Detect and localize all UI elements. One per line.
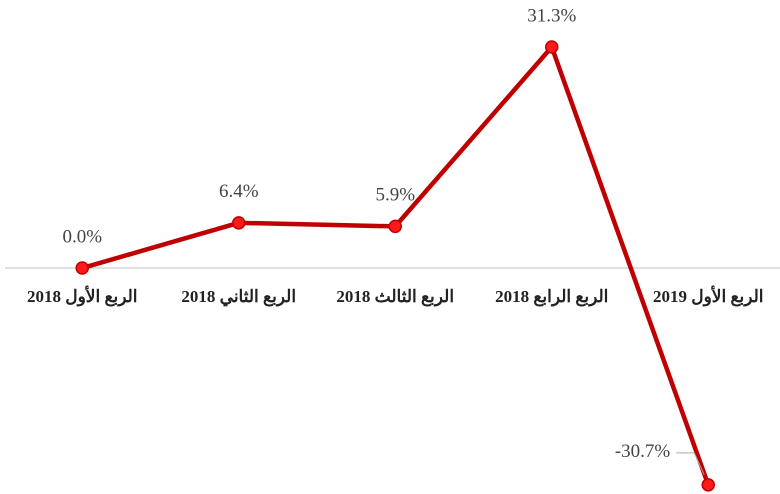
x-tick-label: الربع الأول 2018 bbox=[27, 285, 138, 307]
data-line bbox=[81, 44, 711, 486]
data-label: 0.0% bbox=[62, 226, 102, 247]
data-label: 6.4% bbox=[219, 181, 259, 202]
data-label: 5.9% bbox=[375, 185, 415, 206]
data-point bbox=[701, 478, 715, 492]
data-point bbox=[388, 219, 402, 234]
data-point bbox=[232, 216, 246, 230]
leader-line bbox=[676, 452, 705, 476]
data-point bbox=[75, 261, 89, 275]
x-tick-label: الربع الأول 2019 bbox=[653, 285, 764, 307]
data-label: -30.7% bbox=[615, 441, 671, 462]
x-tick-label: الربع الثاني 2018 bbox=[181, 287, 296, 307]
x-tick-label: الربع الثالث 2018 bbox=[336, 287, 454, 307]
data-label: 31.3% bbox=[527, 5, 576, 26]
data-point bbox=[545, 40, 559, 54]
x-tick-label: الربع الرابع 2018 bbox=[495, 287, 608, 307]
